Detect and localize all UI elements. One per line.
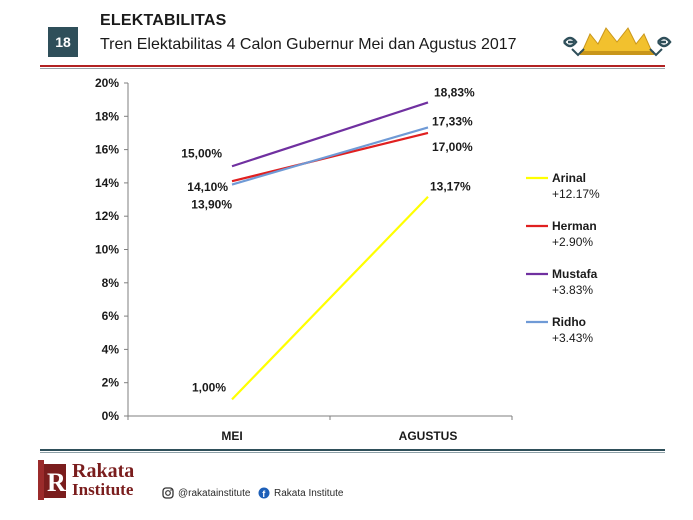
instagram-handle[interactable]: @rakatainstitute [162,487,250,499]
line-chart: 0% 2% 4% 6% 8% 10% 12% 14% 16% 18% 20% MEI AGUSTUS 1… [95,76,600,443]
svg-text:f: f [262,489,266,499]
brand-name: Rakata [72,459,135,482]
brand-subname: Institute [72,479,134,499]
data-label-herman: 14,10% [187,180,228,194]
series-line-arinal [231,195,429,401]
rakata-brand: R Rakata Institute [38,458,134,500]
y-tick-label: 10% [95,243,119,257]
instagram-label: @rakatainstitute [178,487,251,499]
svg-text:R: R [47,468,66,497]
legend-name: Mustafa [552,267,598,281]
page-subtitle: Tren Elektabilitas 4 Calon Gubernur Mei … [100,36,517,53]
legend-item-herman: Herman +2.90% [526,219,597,249]
x-tick-label: MEI [221,429,242,443]
legend-change: +3.43% [552,331,593,345]
y-tick-label: 0% [102,409,120,423]
y-tick-label: 12% [95,209,119,223]
legend-item-ridho: Ridho +3.43% [526,315,593,345]
legend-name: Ridho [552,315,586,329]
data-label-arinal: 13,17% [430,180,471,194]
facebook-icon: f [258,487,270,499]
legend-name: Herman [552,219,597,233]
facebook-page[interactable]: f Rakata Institute [258,487,343,499]
footer-divider-secondary [40,452,665,453]
page-title: ELEKTABILITAS [100,12,227,29]
slide-number-badge: 18 [48,27,78,57]
y-tick-label: 14% [95,176,119,190]
y-tick-label: 20% [95,76,119,90]
data-label-ridho: 13,90% [191,198,232,212]
legend-change: +3.83% [552,283,593,297]
footer-divider [40,449,665,451]
facebook-label: Rakata Institute [274,487,344,499]
legend-item-mustafa: Mustafa +3.83% [526,267,598,297]
header-divider [40,65,665,67]
data-label-herman: 17,00% [432,140,473,154]
lampung-emblem-logo [563,27,672,57]
y-tick-label: 6% [102,309,120,323]
y-tick-label: 2% [102,376,120,390]
y-tick-label: 16% [95,143,119,157]
instagram-icon [162,487,174,499]
series-line-mustafa [231,101,429,168]
legend-item-arinal: Arinal +12.17% [526,171,600,201]
rakata-r-logo-icon: R [38,460,66,500]
data-label-mustafa: 15,00% [181,146,222,160]
legend-name: Arinal [552,171,586,185]
header-divider-secondary [40,68,665,69]
legend-change: +12.17% [552,187,600,201]
data-label-arinal: 1,00% [192,380,226,394]
data-label-mustafa: 18,83% [434,85,475,99]
legend-change: +2.90% [552,235,593,249]
data-label-ridho: 17,33% [432,114,473,128]
y-tick-label: 8% [102,276,120,290]
x-tick-label: AGUSTUS [399,429,458,443]
y-tick-label: 4% [102,342,120,356]
series-line-ridho [231,126,429,186]
y-tick-label: 18% [95,109,119,123]
